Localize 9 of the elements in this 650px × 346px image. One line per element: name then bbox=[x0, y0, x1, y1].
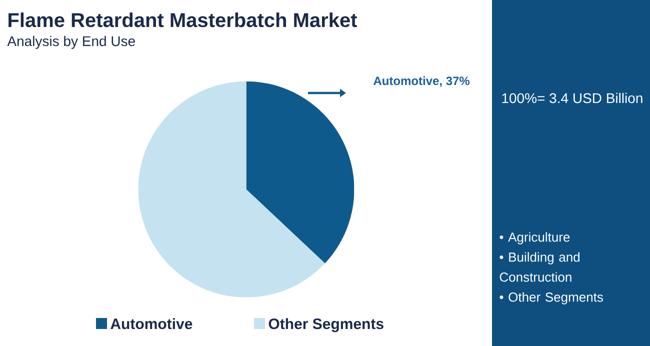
legend-label: Automotive bbox=[110, 318, 192, 330]
chart-subtitle: Analysis by End Use bbox=[7, 36, 135, 49]
text: • Agriculture bbox=[500, 232, 570, 244]
text: • Other Segments bbox=[500, 292, 603, 304]
legend-label: Other Segments bbox=[268, 318, 384, 332]
chart-title: Flame Retardant Masterbatch Market bbox=[8, 12, 358, 28]
text: 100%= 3.4 USD Billion bbox=[502, 92, 642, 104]
text: • Building and Construction bbox=[500, 252, 580, 282]
data-label: Automotive, 37% bbox=[374, 76, 470, 87]
